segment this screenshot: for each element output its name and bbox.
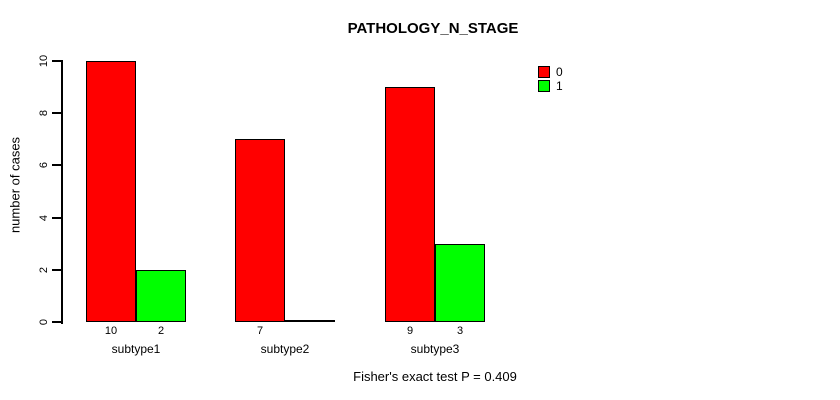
y-tick-label: 2 xyxy=(38,266,50,274)
chart-title: PATHOLOGY_N_STAGE xyxy=(347,20,519,37)
y-tick-label: 10 xyxy=(38,54,50,68)
y-tick-label: 6 xyxy=(38,161,50,169)
y-tick xyxy=(52,217,63,219)
y-tick xyxy=(52,164,63,166)
y-tick xyxy=(52,269,63,271)
category-label: subtype1 xyxy=(111,342,161,356)
y-tick xyxy=(52,112,63,114)
y-tick-label: 4 xyxy=(38,214,50,222)
footnote-pvalue: Fisher's exact test P = 0.409 xyxy=(353,369,517,384)
bar-series-0 xyxy=(385,87,435,322)
bar-series-1-zero xyxy=(285,320,335,322)
bar-count-label: 2 xyxy=(157,325,165,337)
y-tick-label: 0 xyxy=(38,318,50,326)
bar-series-1 xyxy=(435,244,485,322)
legend-label-1: 1 xyxy=(556,79,563,93)
y-axis-line xyxy=(61,60,63,324)
y-tick-label: 8 xyxy=(38,109,50,117)
bar-count-label: 10 xyxy=(104,325,118,337)
legend-swatch-1 xyxy=(538,80,550,92)
bar-count-label: 3 xyxy=(456,325,464,337)
y-tick xyxy=(52,321,63,323)
bar-series-0 xyxy=(86,61,136,322)
category-label: subtype3 xyxy=(410,342,460,356)
bar-count-label: 9 xyxy=(406,325,414,337)
y-tick xyxy=(52,60,63,62)
bar-count-label: 7 xyxy=(256,325,264,337)
bar-series-1 xyxy=(136,270,186,322)
category-label: subtype2 xyxy=(260,342,310,356)
legend-label-0: 0 xyxy=(556,65,563,79)
bar-series-0 xyxy=(235,139,285,322)
y-axis-label: number of cases xyxy=(7,136,23,234)
legend-swatch-0 xyxy=(538,66,550,78)
